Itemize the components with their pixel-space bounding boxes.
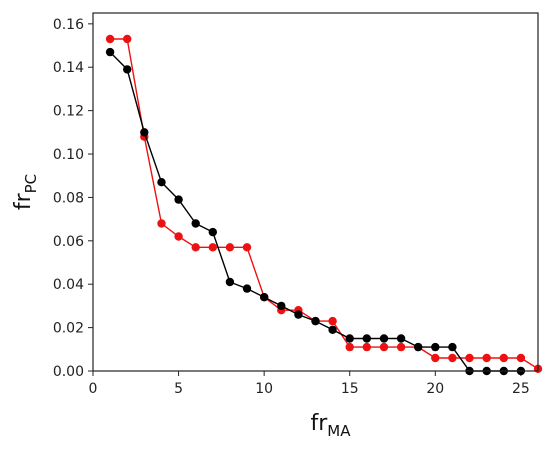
data-point [208, 243, 217, 252]
x-tick-label: 5 [174, 381, 183, 397]
series-line [110, 38, 539, 370]
y-axis-title: frPC [11, 174, 40, 210]
x-axis-title-sub: MA [327, 422, 351, 440]
data-point [362, 342, 371, 352]
x-tick-label: 10 [255, 381, 273, 397]
data-point [242, 284, 252, 293]
data-point [345, 342, 354, 352]
data-point [448, 353, 457, 363]
data-point [448, 342, 457, 352]
x-tick-label: 25 [512, 381, 530, 397]
data-point [105, 47, 115, 57]
y-tick-label: 0.10 [53, 147, 84, 163]
data-point [499, 353, 508, 363]
data-point [396, 342, 406, 352]
y-axis-ticks: 0.00 0.02 0.04 0.06 0.08 0.10 0.12 0.14 0.16 [53, 17, 93, 380]
x-tick-label: 15 [341, 381, 359, 397]
data-point [431, 353, 440, 363]
y-tick-label: 0.00 [53, 364, 84, 380]
data-point [225, 243, 235, 252]
data-point [105, 34, 115, 44]
series-2 [105, 47, 526, 376]
data-point [328, 325, 337, 334]
data-point [362, 334, 371, 343]
x-axis-title: frMA [311, 411, 352, 440]
data-point [516, 353, 526, 363]
y-tick-label: 0.12 [53, 104, 84, 120]
data-point [260, 293, 269, 302]
data-point [123, 65, 132, 74]
y-tick-label: 0.14 [53, 60, 84, 76]
data-point [208, 227, 217, 237]
data-point [414, 342, 423, 352]
x-tick-label: 20 [426, 381, 444, 397]
data-point [328, 316, 337, 326]
y-tick-label: 0.08 [53, 190, 84, 206]
y-axis-title-main: fr [11, 192, 36, 210]
data-point [379, 342, 389, 352]
y-tick-label: 0.04 [53, 277, 84, 293]
data-point [311, 316, 320, 326]
x-axis-title-main: fr [311, 411, 329, 436]
data-point [157, 178, 166, 187]
data-point [379, 334, 389, 343]
data-point [140, 128, 149, 137]
data-point [294, 310, 303, 319]
data-point [191, 243, 200, 252]
series-layer [105, 34, 543, 376]
y-axis-title-sub: PC [22, 174, 40, 194]
data-point [277, 301, 286, 311]
data-point [157, 219, 166, 228]
data-point [431, 342, 440, 352]
data-point [191, 219, 200, 228]
data-point [482, 353, 491, 363]
plot-frame [92, 12, 539, 372]
data-point [174, 232, 183, 241]
y-tick-label: 0.06 [53, 234, 84, 250]
x-tick-label: 0 [89, 381, 98, 397]
data-point [465, 353, 474, 363]
x-axis-ticks: 0 5 10 15 20 25 [89, 371, 530, 397]
data-point [174, 195, 183, 204]
y-tick-label: 0.16 [53, 17, 84, 33]
data-point [345, 334, 354, 343]
data-point [242, 243, 252, 252]
y-tick-label: 0.02 [53, 321, 84, 337]
data-point [396, 334, 406, 343]
data-point [225, 277, 235, 287]
data-point [123, 34, 132, 44]
series-1 [105, 34, 543, 373]
